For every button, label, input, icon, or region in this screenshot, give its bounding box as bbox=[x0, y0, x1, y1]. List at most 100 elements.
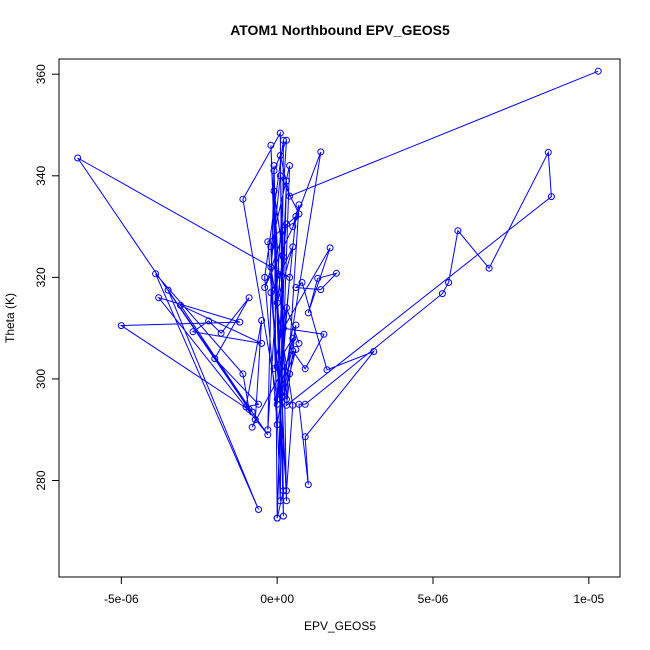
data-point bbox=[239, 195, 247, 203]
data-point bbox=[314, 274, 322, 282]
data-point bbox=[74, 154, 82, 162]
data-point bbox=[279, 392, 287, 400]
data-point bbox=[317, 148, 325, 156]
data-point bbox=[164, 286, 172, 294]
data-point bbox=[264, 238, 272, 246]
data-point bbox=[283, 136, 290, 144]
data-point bbox=[547, 193, 555, 201]
data-point bbox=[273, 299, 281, 307]
series-line bbox=[77, 70, 599, 519]
data-point bbox=[273, 395, 281, 403]
data-point bbox=[245, 294, 253, 302]
data-point bbox=[152, 270, 160, 278]
data-point bbox=[445, 279, 453, 286]
data-point bbox=[292, 346, 300, 353]
data-point bbox=[217, 329, 225, 337]
data-point bbox=[273, 421, 281, 429]
data-point bbox=[279, 253, 287, 261]
data-point bbox=[286, 192, 294, 200]
data-point bbox=[276, 129, 284, 137]
data-point bbox=[283, 177, 290, 185]
data-point bbox=[317, 286, 325, 294]
data-point bbox=[264, 431, 272, 439]
data-point bbox=[283, 220, 290, 228]
data-point bbox=[594, 67, 602, 75]
data-point bbox=[292, 284, 300, 291]
data-point bbox=[485, 264, 493, 272]
data-point bbox=[117, 322, 125, 330]
data-point bbox=[255, 506, 262, 513]
data-point bbox=[267, 263, 275, 271]
data-point bbox=[544, 148, 552, 156]
y-tick-label: 300 bbox=[34, 369, 48, 389]
data-point bbox=[286, 273, 294, 281]
data-point bbox=[261, 284, 269, 291]
x-tick-label: 0e+00 bbox=[260, 592, 294, 606]
x-axis-label: EPV_GEOS5 bbox=[304, 619, 376, 633]
x-tick-label: 5e-06 bbox=[418, 592, 449, 606]
data-point bbox=[326, 244, 334, 252]
data-point bbox=[301, 433, 309, 441]
data-point bbox=[279, 487, 287, 495]
y-tick-label: 340 bbox=[34, 165, 48, 185]
data-point bbox=[264, 426, 272, 434]
data-point bbox=[267, 243, 275, 251]
series-layer bbox=[74, 67, 602, 522]
data-point bbox=[211, 355, 219, 363]
data-point bbox=[248, 408, 256, 416]
data-point bbox=[286, 162, 294, 170]
data-point bbox=[289, 243, 297, 251]
x-axis: -5e-06 0e+00 5e-06 1e-05 bbox=[104, 577, 604, 606]
data-point bbox=[279, 136, 287, 144]
data-point bbox=[320, 330, 328, 338]
data-point bbox=[270, 187, 278, 195]
data-point bbox=[267, 141, 275, 149]
data-point bbox=[189, 328, 197, 336]
data-point bbox=[295, 339, 303, 347]
data-point bbox=[438, 290, 446, 298]
y-tick-label: 280 bbox=[34, 470, 48, 490]
data-point bbox=[332, 269, 340, 277]
data-point bbox=[279, 324, 287, 332]
data-point bbox=[270, 162, 278, 170]
data-point bbox=[205, 317, 213, 325]
data-point bbox=[155, 294, 163, 302]
data-point bbox=[251, 416, 259, 424]
x-tick-label: -5e-06 bbox=[104, 592, 139, 606]
data-point bbox=[267, 289, 275, 297]
data-point bbox=[273, 400, 281, 408]
y-tick-label: 360 bbox=[34, 64, 48, 84]
data-point bbox=[370, 348, 378, 355]
data-point bbox=[276, 385, 284, 393]
chart-title: ATOM1 Northbound EPV_GEOS5 bbox=[230, 22, 450, 38]
data-point bbox=[255, 400, 262, 408]
data-point bbox=[276, 152, 284, 159]
plot-frame bbox=[58, 58, 621, 578]
data-point bbox=[261, 273, 269, 281]
data-point bbox=[304, 481, 312, 489]
data-point bbox=[292, 321, 300, 329]
y-tick-label: 320 bbox=[34, 267, 48, 287]
data-point bbox=[276, 497, 284, 505]
data-point bbox=[248, 423, 256, 431]
data-point bbox=[239, 370, 247, 378]
y-axis: 280 300 320 340 360 bbox=[34, 64, 59, 491]
data-point bbox=[323, 366, 331, 374]
data-point bbox=[454, 227, 462, 235]
data-point bbox=[283, 304, 290, 312]
data-point bbox=[236, 318, 244, 326]
data-point bbox=[242, 403, 250, 411]
data-point bbox=[177, 301, 184, 309]
data-point bbox=[301, 400, 309, 408]
data-point bbox=[295, 210, 303, 218]
data-point bbox=[301, 365, 309, 373]
data-point bbox=[283, 487, 290, 495]
data-point bbox=[295, 201, 303, 209]
data-point bbox=[258, 317, 266, 324]
data-point bbox=[270, 365, 278, 373]
y-axis-label: Theta (K) bbox=[3, 293, 17, 343]
data-point bbox=[289, 223, 297, 231]
data-point bbox=[270, 167, 278, 175]
data-point bbox=[273, 514, 281, 522]
